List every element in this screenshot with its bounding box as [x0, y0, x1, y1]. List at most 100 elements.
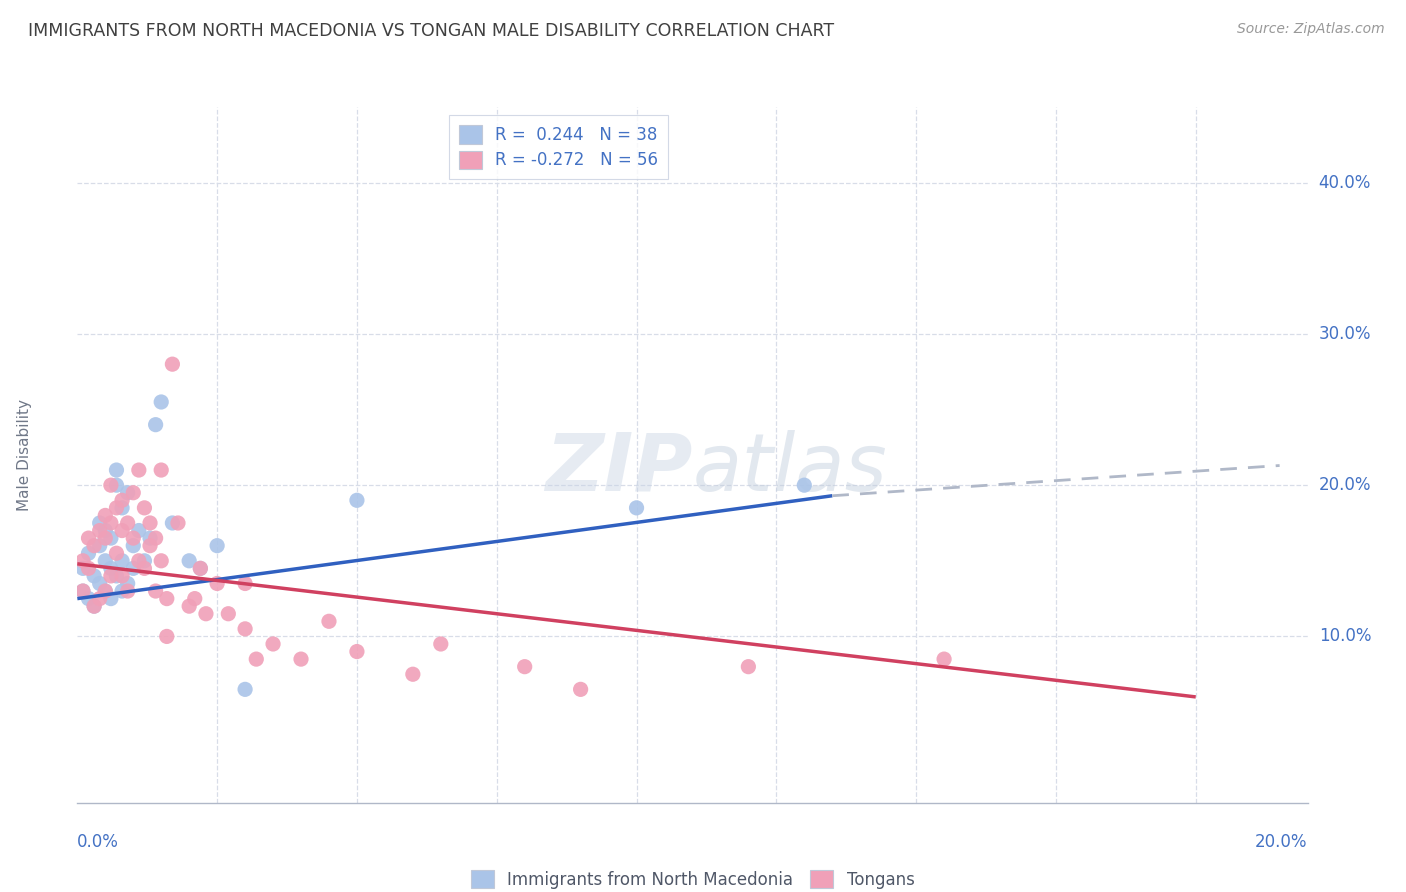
Point [94, 554, 117, 568]
Point [77, 531, 100, 545]
Point [94, 584, 117, 599]
Text: 40.0%: 40.0% [1319, 174, 1371, 192]
Point [117, 516, 139, 530]
Point [290, 652, 312, 666]
Point [128, 524, 150, 538]
Point [626, 500, 648, 515]
Text: Male Disability: Male Disability [17, 399, 32, 511]
Point [145, 417, 167, 432]
Point [105, 478, 128, 492]
Point [89, 591, 111, 606]
Point [430, 637, 453, 651]
Point [77, 546, 100, 560]
Point [94, 524, 117, 538]
Point [105, 569, 128, 583]
Point [145, 531, 167, 545]
Point [156, 591, 179, 606]
Point [150, 463, 173, 477]
Point [194, 607, 217, 621]
Point [111, 584, 134, 599]
Point [217, 607, 239, 621]
Point [145, 584, 167, 599]
Point [122, 561, 145, 575]
Text: Source: ZipAtlas.com: Source: ZipAtlas.com [1237, 22, 1385, 37]
Point [117, 485, 139, 500]
Point [105, 546, 128, 560]
Point [122, 539, 145, 553]
Point [167, 516, 190, 530]
Point [150, 395, 173, 409]
Text: IMMIGRANTS FROM NORTH MACEDONIA VS TONGAN MALE DISABILITY CORRELATION CHART: IMMIGRANTS FROM NORTH MACEDONIA VS TONGA… [28, 22, 834, 40]
Point [569, 682, 592, 697]
Text: 30.0%: 30.0% [1319, 325, 1371, 343]
Point [100, 561, 122, 575]
Point [117, 584, 139, 599]
Point [737, 659, 759, 673]
Point [122, 485, 145, 500]
Point [72, 554, 94, 568]
Point [162, 516, 184, 530]
Point [233, 622, 256, 636]
Point [179, 554, 201, 568]
Point [83, 599, 105, 614]
Point [346, 644, 368, 658]
Point [188, 561, 212, 575]
Point [134, 554, 156, 568]
Point [128, 463, 150, 477]
Point [245, 652, 267, 666]
Point [139, 516, 162, 530]
Text: atlas: atlas [693, 430, 887, 508]
Point [932, 652, 955, 666]
Legend: Immigrants from North Macedonia, Tongans: Immigrants from North Macedonia, Tongans [464, 863, 921, 892]
Point [100, 516, 122, 530]
Point [205, 576, 228, 591]
Point [793, 478, 815, 492]
Text: ZIP: ZIP [546, 430, 693, 508]
Point [117, 576, 139, 591]
Point [188, 561, 212, 575]
Point [100, 478, 122, 492]
Point [89, 516, 111, 530]
Point [346, 493, 368, 508]
Point [184, 591, 207, 606]
Point [83, 569, 105, 583]
Point [111, 554, 134, 568]
Point [100, 569, 122, 583]
Point [72, 584, 94, 599]
Point [111, 524, 134, 538]
Point [156, 629, 179, 643]
Text: 20.0%: 20.0% [1256, 833, 1308, 851]
Point [83, 539, 105, 553]
Point [262, 637, 284, 651]
Point [150, 554, 173, 568]
Point [134, 500, 156, 515]
Point [139, 539, 162, 553]
Point [94, 584, 117, 599]
Point [89, 524, 111, 538]
Point [402, 667, 425, 681]
Point [134, 561, 156, 575]
Text: 10.0%: 10.0% [1319, 627, 1371, 646]
Point [89, 576, 111, 591]
Point [105, 463, 128, 477]
Point [72, 584, 94, 599]
Point [139, 531, 162, 545]
Point [205, 539, 228, 553]
Text: 20.0%: 20.0% [1319, 476, 1371, 494]
Point [162, 357, 184, 371]
Point [179, 599, 201, 614]
Point [77, 591, 100, 606]
Point [111, 493, 134, 508]
Point [83, 599, 105, 614]
Point [122, 531, 145, 545]
Point [94, 531, 117, 545]
Text: 0.0%: 0.0% [77, 833, 120, 851]
Point [128, 554, 150, 568]
Point [111, 569, 134, 583]
Point [233, 576, 256, 591]
Point [89, 539, 111, 553]
Point [100, 531, 122, 545]
Point [318, 615, 340, 629]
Point [100, 591, 122, 606]
Point [72, 561, 94, 575]
